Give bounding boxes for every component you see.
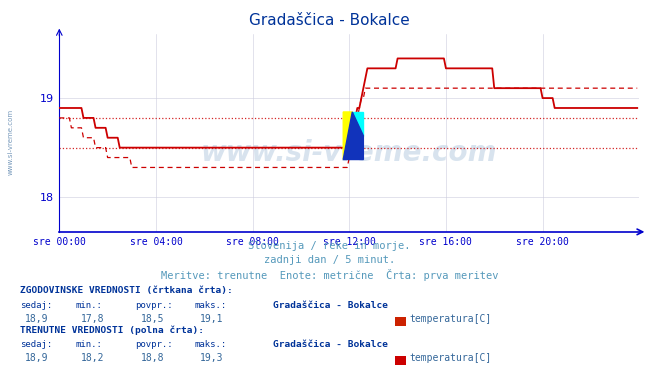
Text: min.:: min.:: [76, 301, 103, 310]
Text: 18,5: 18,5: [140, 314, 164, 324]
Text: min.:: min.:: [76, 340, 103, 349]
Text: 18,9: 18,9: [25, 353, 49, 364]
Text: sedaj:: sedaj:: [20, 340, 52, 349]
Text: www.si-vreme.com: www.si-vreme.com: [201, 139, 498, 166]
Text: Gradaščica - Bokalce: Gradaščica - Bokalce: [273, 301, 389, 310]
Text: povpr.:: povpr.:: [135, 340, 173, 349]
Text: 18,2: 18,2: [81, 353, 105, 364]
Text: TRENUTNE VREDNOSTI (polna črta):: TRENUTNE VREDNOSTI (polna črta):: [20, 325, 204, 335]
Text: 18,9: 18,9: [25, 314, 49, 324]
Text: temperatura[C]: temperatura[C]: [410, 353, 492, 364]
Text: www.si-vreme.com: www.si-vreme.com: [8, 109, 14, 175]
Text: zadnji dan / 5 minut.: zadnji dan / 5 minut.: [264, 255, 395, 265]
Text: povpr.:: povpr.:: [135, 301, 173, 310]
Text: ZGODOVINSKE VREDNOSTI (črtkana črta):: ZGODOVINSKE VREDNOSTI (črtkana črta):: [20, 286, 233, 295]
Text: Gradaščica - Bokalce: Gradaščica - Bokalce: [273, 340, 389, 349]
Text: temperatura[C]: temperatura[C]: [410, 314, 492, 324]
Text: maks.:: maks.:: [194, 340, 227, 349]
Text: Meritve: trenutne  Enote: metrične  Črta: prva meritev: Meritve: trenutne Enote: metrične Črta: …: [161, 269, 498, 281]
Text: Gradaščica - Bokalce: Gradaščica - Bokalce: [249, 13, 410, 28]
Text: 19,3: 19,3: [200, 353, 223, 364]
Text: maks.:: maks.:: [194, 301, 227, 310]
Polygon shape: [343, 112, 363, 160]
Polygon shape: [353, 112, 363, 136]
Text: Slovenija / reke in morje.: Slovenija / reke in morje.: [248, 241, 411, 251]
Text: 18,8: 18,8: [140, 353, 164, 364]
Text: 17,8: 17,8: [81, 314, 105, 324]
Text: sedaj:: sedaj:: [20, 301, 52, 310]
Text: 19,1: 19,1: [200, 314, 223, 324]
Polygon shape: [343, 112, 353, 160]
